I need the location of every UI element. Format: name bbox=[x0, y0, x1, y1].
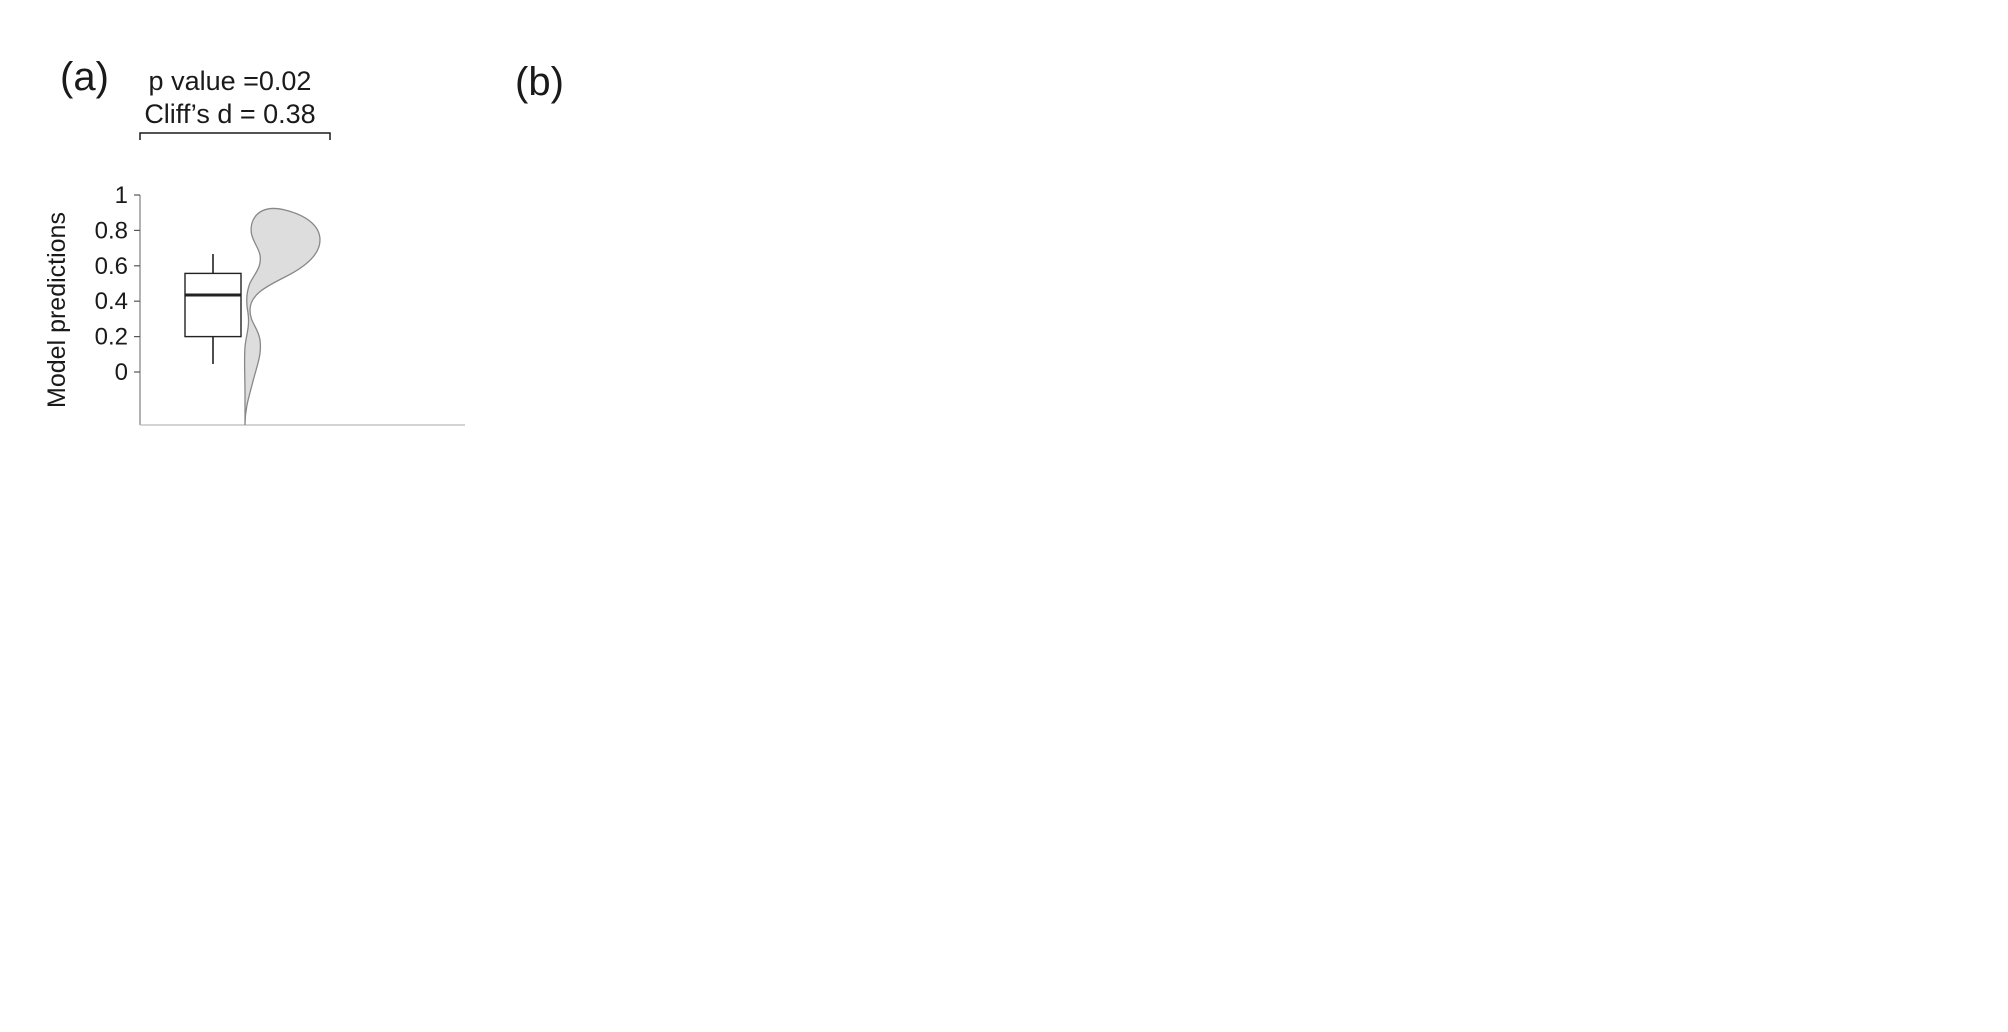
svg-text:0.2: 0.2 bbox=[95, 324, 128, 351]
svg-text:1: 1 bbox=[115, 182, 128, 209]
svg-text:0.6: 0.6 bbox=[95, 253, 128, 280]
svg-text:0.8: 0.8 bbox=[95, 217, 128, 244]
svg-text:Cliff’s d = 0.38: Cliff’s d = 0.38 bbox=[144, 99, 315, 129]
svg-text:0: 0 bbox=[115, 359, 128, 386]
svg-text:0.4: 0.4 bbox=[95, 288, 128, 315]
svg-text:p value =0.02: p value =0.02 bbox=[149, 66, 312, 96]
svg-text:Model predictions: Model predictions bbox=[43, 212, 71, 408]
